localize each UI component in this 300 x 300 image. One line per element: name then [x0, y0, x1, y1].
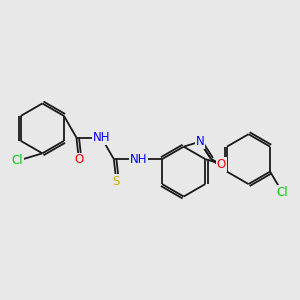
Text: O: O	[74, 154, 83, 166]
Text: O: O	[217, 158, 226, 171]
Text: Cl: Cl	[12, 154, 23, 167]
Text: NH: NH	[130, 153, 148, 166]
Text: Cl: Cl	[277, 186, 288, 199]
Text: N: N	[196, 135, 204, 148]
Text: NH: NH	[93, 131, 110, 144]
Text: S: S	[112, 175, 120, 188]
